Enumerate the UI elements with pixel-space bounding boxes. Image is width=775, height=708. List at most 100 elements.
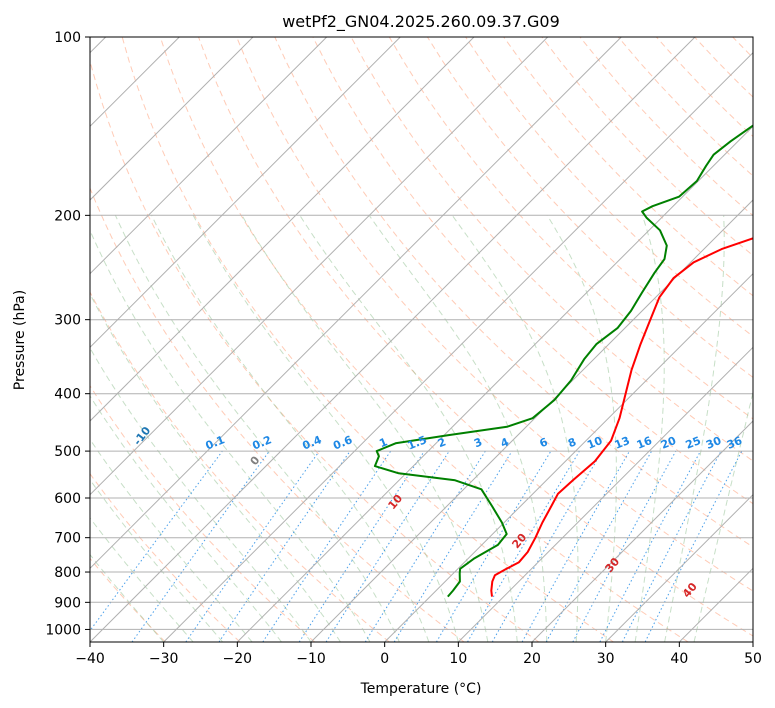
moist-adiabat-line: [664, 215, 725, 642]
dry-adiabat-line: [90, 186, 465, 642]
moist-adiabat-line: [90, 293, 341, 642]
y-tick-label: 700: [54, 531, 81, 547]
series-lines: [373, 124, 753, 598]
y-tick-label: 800: [54, 565, 81, 581]
x-tick-label: 40: [670, 651, 688, 667]
mixing-ratio-label: 2: [436, 435, 448, 450]
isotherm-line: [90, 37, 549, 496]
isotherm-line: [90, 37, 401, 349]
x-tick-label: −30: [149, 651, 179, 667]
x-axis-label: Temperature (°C): [360, 681, 482, 697]
y-tick-label: 1000: [45, 622, 81, 638]
moist-adiabat-line: [368, 215, 548, 642]
mixing-ratio-line: [545, 450, 653, 642]
moist-adiabat-line: [693, 390, 753, 642]
mixing-ratio-label: 0.1: [204, 433, 227, 452]
dry-adiabat-line: [350, 37, 753, 462]
dry-adiabat-line: [274, 37, 753, 548]
mixing-ratio-label: 4: [499, 435, 511, 450]
moist-adiabat-line: [634, 215, 665, 642]
y-axis-label: Pressure (hPa): [12, 290, 28, 390]
mixing-ratio-label: 30: [704, 434, 723, 452]
moist-adiabat-line: [114, 215, 400, 642]
isotherm-line: [163, 51, 753, 642]
moist-adiabat-line: [90, 479, 223, 642]
isotherm-line: [236, 125, 753, 642]
dry-adiabat-line: [426, 37, 753, 378]
isotherm-line: [310, 199, 753, 642]
x-tick-label: 20: [523, 651, 541, 667]
dry-adiabat-line: [121, 37, 614, 642]
mixing-ratio-label: 16: [635, 434, 654, 452]
moist-adiabat-line: [192, 215, 459, 642]
mixing-ratio-label: 13: [613, 434, 632, 452]
mixing-ratio-line: [644, 450, 743, 642]
moist-adiabat-line: [90, 517, 194, 642]
moist-adiabat-line: [451, 215, 579, 642]
mixing-ratio-line: [599, 450, 701, 642]
mixing-ratio-line: [572, 450, 677, 642]
x-tick-label: 10: [449, 651, 467, 667]
moist-adiabat-line: [90, 347, 312, 642]
mixing-ratio-line: [621, 450, 722, 642]
dry-adiabat-line: [656, 37, 753, 138]
moist-adiabat-line: [546, 215, 617, 642]
dry-adiabat-line: [90, 59, 540, 642]
mixing-ratio-label: 0.2: [251, 433, 274, 452]
moist-adiabat-line: [299, 215, 518, 642]
y-tick-label: 300: [54, 313, 81, 329]
mixing-ratio-line: [185, 450, 320, 642]
mixing-ratio-line: [131, 450, 270, 642]
isotherm-line: [90, 37, 622, 570]
mixing-ratio-line: [325, 450, 450, 642]
x-tick-label: −40: [75, 651, 105, 667]
mixing-ratio-label: 3: [472, 435, 484, 450]
moist-adiabat-line: [90, 438, 253, 642]
isotherm-line: [605, 493, 753, 642]
x-tick-label: 0: [380, 651, 389, 667]
mixing-ratio-label: 36: [725, 434, 744, 452]
isotherm-line: [678, 567, 753, 642]
dry-adiabat-line: [694, 37, 753, 98]
chart-title: wetPf2_GN04.2025.260.09.37.G09: [282, 12, 560, 32]
moist-adiabat-label: 10: [385, 492, 405, 512]
isotherm-line: [457, 346, 753, 642]
dry-adiabat-line: [465, 37, 753, 338]
mixing-ratio-label: 10: [585, 434, 604, 452]
mixing-ratio-label: 1.5: [406, 433, 429, 452]
x-axis: −40 −30 −20 −10 0 10 20 30 40 50: [75, 642, 762, 667]
moist-adiabat-line: [151, 215, 430, 642]
y-tick-label: 100: [54, 30, 81, 46]
isotherm-line: [90, 37, 475, 422]
x-tick-label: −10: [296, 651, 326, 667]
y-tick-label: 600: [54, 491, 81, 507]
mixing-ratio-label: 20: [659, 434, 678, 452]
y-tick-label: 900: [54, 595, 81, 611]
mixing-ratio-label: 8: [566, 435, 578, 450]
background-lines: [90, 37, 753, 642]
moist-adiabat-label: 0: [248, 454, 263, 468]
mixing-ratio-line: [262, 450, 392, 642]
x-tick-label: 50: [744, 651, 762, 667]
mixing-ratio-label: 0.4: [301, 433, 324, 452]
series-line-dewpoint: [373, 124, 753, 598]
isotherm-line: [90, 37, 696, 642]
moist-adiabat-line: [90, 229, 371, 642]
mixing-ratio-label: 25: [684, 434, 703, 452]
dry-adiabat-line: [236, 37, 753, 592]
isotherm-line: [90, 37, 254, 201]
dry-adiabat-line: [312, 37, 753, 505]
dry-adiabat-line: [90, 291, 390, 642]
dry-adiabat-line: [388, 37, 753, 420]
x-tick-label: −20: [223, 651, 253, 667]
isotherm-line: [752, 641, 753, 642]
y-tick-label: 500: [54, 444, 81, 460]
mixing-ratio-label: 1: [377, 435, 389, 450]
mixing-ratio-line: [298, 450, 425, 642]
isotherm-line: [90, 37, 328, 275]
y-axis: 100 200 300 400 500 600 700 800 900 1000: [45, 30, 90, 638]
dry-adiabat-line: [503, 37, 753, 297]
moist-adiabat-line: [90, 394, 282, 642]
dry-adiabat-line: [732, 37, 753, 59]
